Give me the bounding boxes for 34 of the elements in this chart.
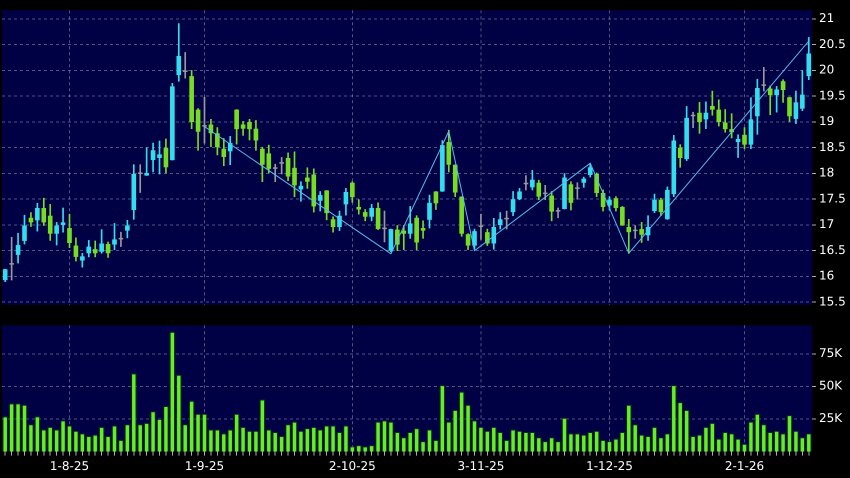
x-tick-label: 2-1-26 xyxy=(724,458,764,473)
x-tick-label: 1-12-25 xyxy=(586,458,633,473)
candlestick xyxy=(60,208,66,233)
candlestick xyxy=(478,214,484,240)
candlestick xyxy=(420,220,426,239)
candlestick xyxy=(202,96,207,144)
y-tick-label: 17.5 xyxy=(819,191,846,206)
candlestick xyxy=(298,181,304,202)
candlestick xyxy=(704,102,708,129)
y-tick-label: 15.5 xyxy=(819,294,846,308)
candlestick xyxy=(112,223,117,250)
y-tick-label: 25K xyxy=(819,411,844,426)
candlestick xyxy=(736,134,740,158)
x-tick-label: 1-8-25 xyxy=(50,458,90,473)
x-tick-label: 2-10-25 xyxy=(328,458,376,473)
y-tick-label: 18 xyxy=(819,166,834,180)
y-tick-label: 17 xyxy=(819,217,834,232)
y-tick-label: 75K xyxy=(819,346,844,360)
candlestick xyxy=(690,112,696,128)
y-tick-label: 19 xyxy=(819,114,834,128)
y-tick-label: 20 xyxy=(819,62,834,77)
x-tick-label: 1-9-25 xyxy=(184,458,224,473)
y-tick-label: 21 xyxy=(819,11,834,26)
candlestick xyxy=(382,210,387,242)
y-tick-label: 16.5 xyxy=(819,242,846,257)
y-tick-label: 18.5 xyxy=(819,140,846,154)
x-tick-label: 3-11-25 xyxy=(458,458,504,473)
y-tick-label: 50K xyxy=(819,378,844,393)
candlestick xyxy=(524,175,528,190)
y-tick-label: 16 xyxy=(819,268,834,283)
y-tick-label: 19.5 xyxy=(819,88,846,102)
candlestick xyxy=(556,208,560,218)
y-tick-label: 20.5 xyxy=(819,36,846,51)
candlestick xyxy=(118,232,124,247)
